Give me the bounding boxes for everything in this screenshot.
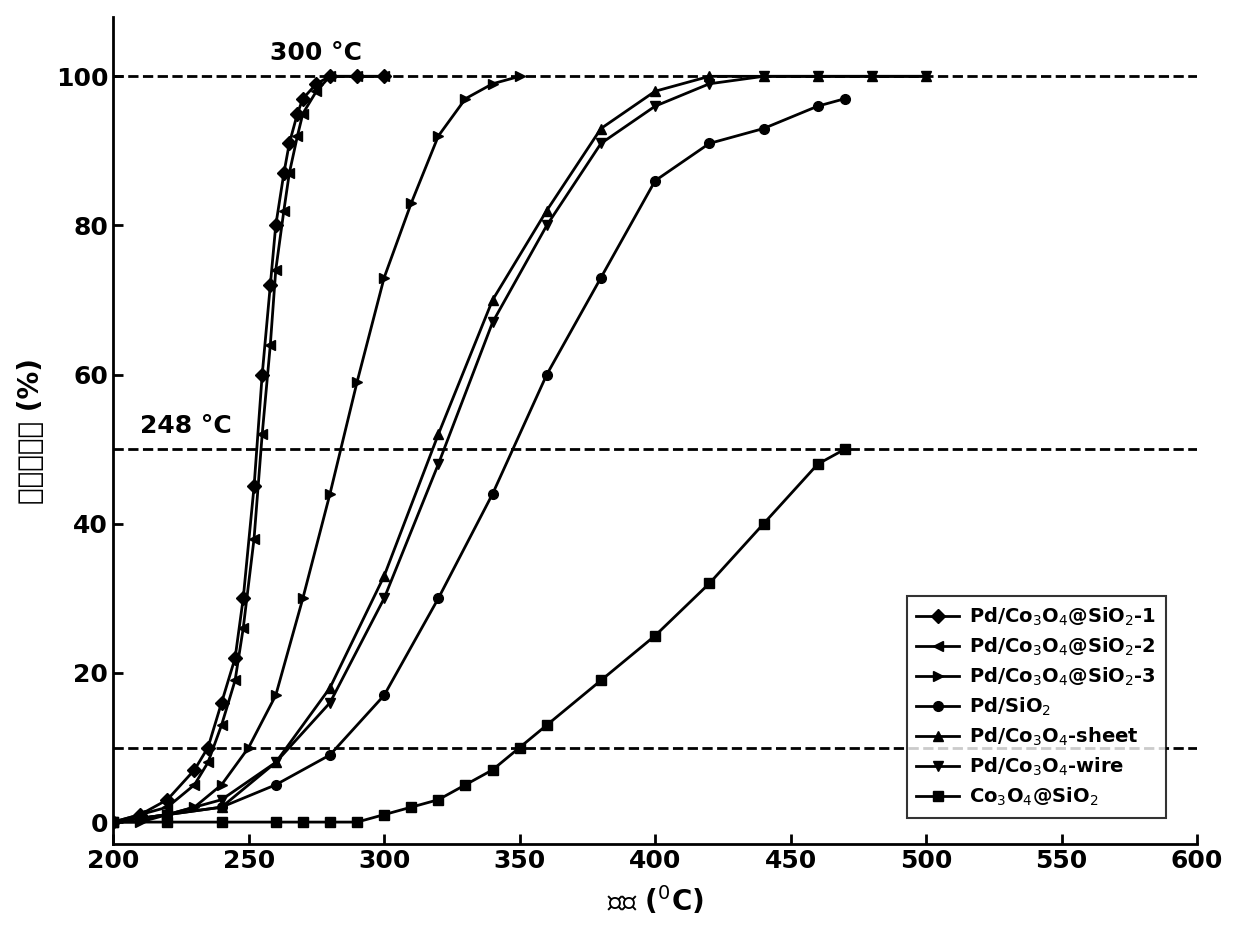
- Text: 248 °C: 248 °C: [140, 414, 232, 438]
- Y-axis label: 甲烷转化率 (%): 甲烷转化率 (%): [16, 358, 45, 503]
- Text: 300 °C: 300 °C: [270, 41, 362, 65]
- Legend: Pd/Co$_3$O$_4$@SiO$_2$-1, Pd/Co$_3$O$_4$@SiO$_2$-2, Pd/Co$_3$O$_4$@SiO$_2$-3, Pd: Pd/Co$_3$O$_4$@SiO$_2$-1, Pd/Co$_3$O$_4$…: [906, 596, 1166, 818]
- X-axis label: 温度 ($^0$C): 温度 ($^0$C): [606, 884, 703, 917]
